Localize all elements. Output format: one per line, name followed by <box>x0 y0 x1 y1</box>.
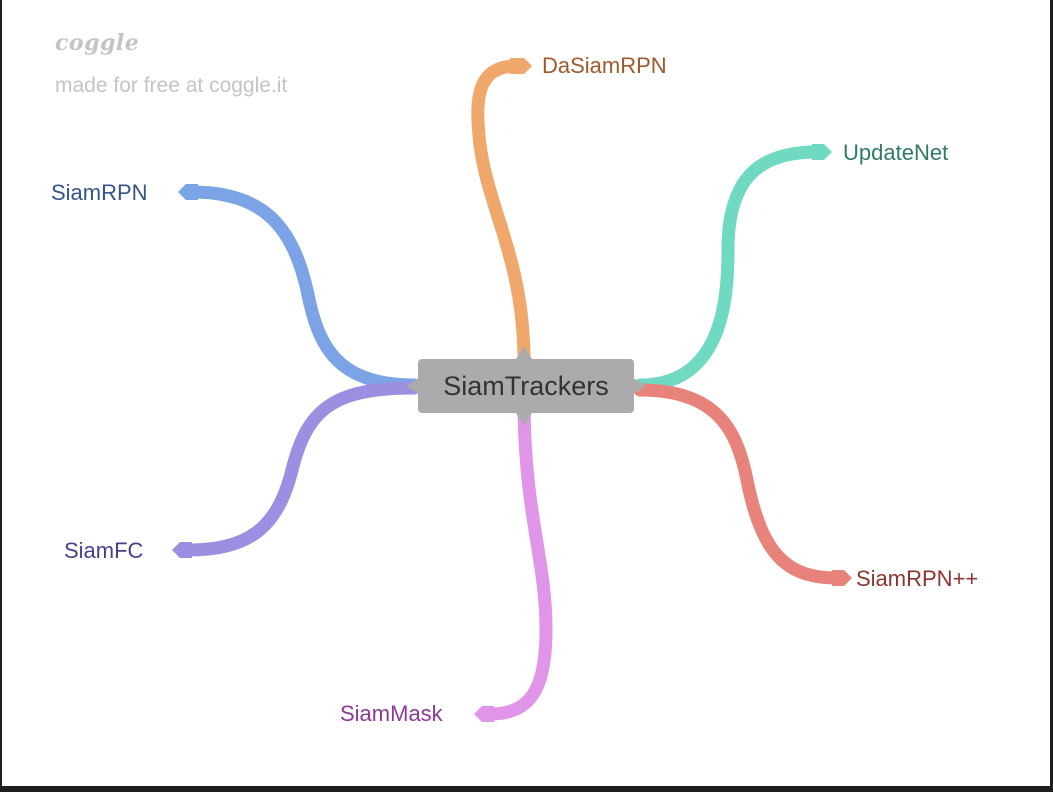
branch-siamrpnpp[interactable] <box>633 383 844 585</box>
center-node-label: SiamTrackers <box>443 370 609 401</box>
node-siamrpn[interactable]: SiamRPN <box>51 180 148 205</box>
node-dasiamrpn[interactable]: DaSiamRPN <box>542 53 667 78</box>
center-node[interactable]: SiamTrackers <box>418 359 634 413</box>
node-siammask[interactable]: SiamMask <box>340 701 443 726</box>
node-siamrpnpp[interactable]: SiamRPN++ <box>856 566 979 591</box>
node-updatenet[interactable]: UpdateNet <box>843 140 949 165</box>
branch-siamrpn-arrow <box>178 184 198 200</box>
center-notch-bottom <box>514 410 534 426</box>
coggle-watermark: coggle made for free at coggle.it <box>55 30 287 98</box>
branch-siamfc[interactable] <box>180 381 421 557</box>
branch-siamrpnpp-arrow <box>832 570 852 586</box>
branch-siamrpn[interactable] <box>185 185 421 392</box>
center-notch-top <box>514 346 534 362</box>
center-notch-right <box>630 376 646 396</box>
node-siamfc[interactable]: SiamFC <box>64 538 144 563</box>
branch-updatenet[interactable] <box>633 145 824 392</box>
branch-siammask[interactable] <box>483 405 553 721</box>
branch-dasiamrpn[interactable] <box>471 59 531 362</box>
branch-dasiamrpn-arrow <box>510 58 532 74</box>
branch-siammask-arrow <box>474 706 494 722</box>
coggle-logo: coggle <box>55 30 140 56</box>
branch-siamfc-arrow <box>172 542 192 558</box>
branch-updatenet-arrow <box>812 144 832 160</box>
coggle-tagline: made for free at coggle.it <box>55 74 288 97</box>
